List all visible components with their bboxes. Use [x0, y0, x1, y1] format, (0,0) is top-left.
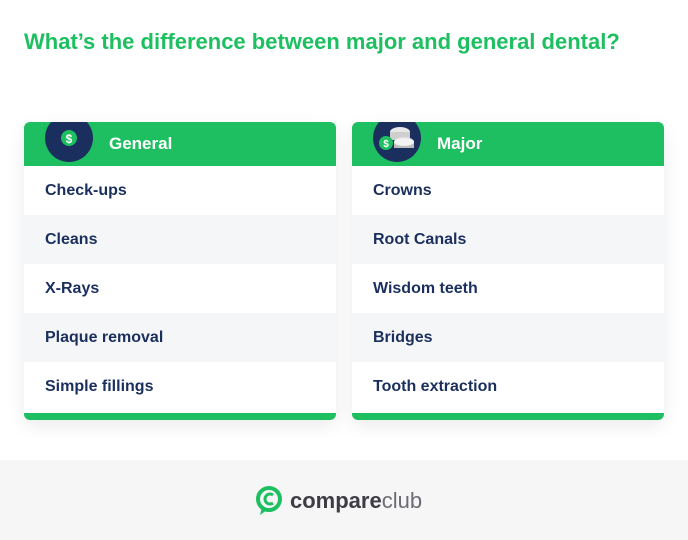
card-bottom-bar: [24, 413, 336, 420]
dollar-coin-icon: $: [45, 122, 93, 162]
compareclub-logo-icon: [256, 486, 282, 515]
general-label: General: [109, 134, 173, 153]
major-label: Major: [437, 134, 483, 153]
general-header: $ General: [24, 122, 336, 166]
list-item: Crowns: [373, 181, 432, 199]
page-title: What’s the difference between major and …: [24, 29, 620, 54]
list-item: Check-ups: [45, 181, 127, 199]
list-item: Tooth extraction: [373, 377, 498, 395]
logo-text-compare: compare: [290, 488, 382, 513]
list-item: X-Rays: [45, 279, 100, 297]
major-card: $ Major Crowns Root Canals Wisdom teeth …: [352, 122, 664, 420]
svg-text:$: $: [383, 139, 389, 150]
footer: [0, 460, 688, 540]
compareclub-logo: compareclub: [254, 485, 422, 517]
list-item: Bridges: [352, 313, 664, 362]
logo-text-club: club: [381, 488, 423, 513]
coin-stack-icon: $: [373, 122, 421, 162]
major-header: $ Major: [352, 122, 664, 166]
list-item: Simple fillings: [45, 377, 154, 395]
svg-text:$: $: [66, 132, 73, 146]
list-item: Wisdom teeth: [373, 279, 478, 297]
general-card: $ General Check-ups Cleans X-Rays Plaque…: [24, 122, 336, 420]
list-item: Plaque removal: [24, 313, 336, 362]
list-item: Cleans: [24, 215, 336, 264]
card-bottom-bar: [352, 413, 664, 420]
list-item: Root Canals: [352, 215, 664, 264]
